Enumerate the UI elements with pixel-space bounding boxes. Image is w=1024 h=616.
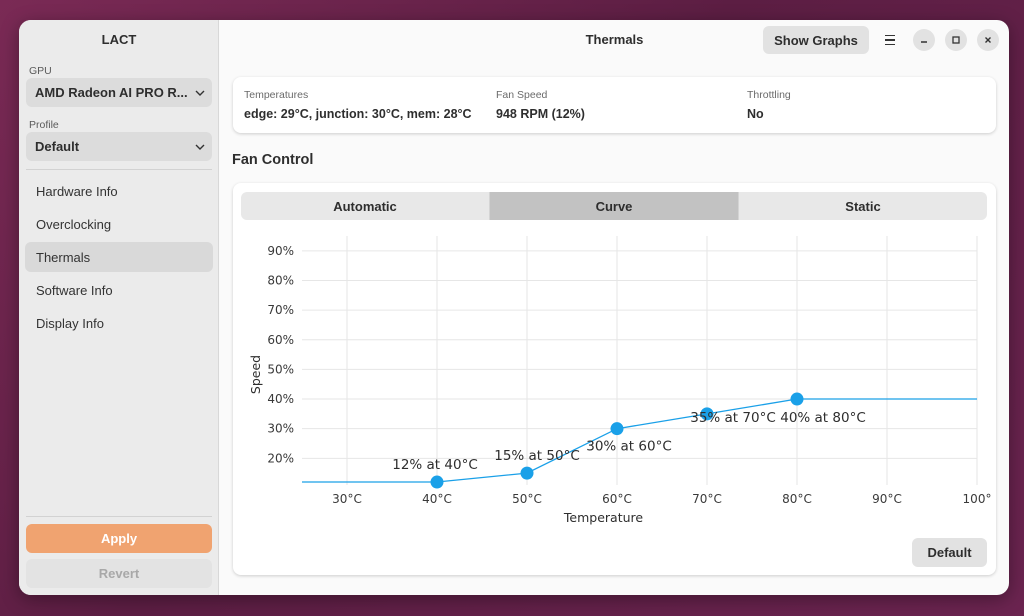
fan-speed-stat: Fan Speed 948 RPM (12%) [496,89,585,121]
profile-label: Profile [29,119,59,131]
minimize-icon[interactable] [913,29,935,51]
sidebar: LACT GPU AMD Radeon AI PRO R... Profile … [19,20,219,595]
apply-button[interactable]: Apply [26,524,212,553]
y-tick-label: 30% [267,422,294,436]
x-tick-label: 90°C [872,492,902,506]
fan-speed-label: Fan Speed [496,89,548,101]
curve-point[interactable] [520,466,534,480]
gpu-label: GPU [29,65,52,77]
throttling-label: Throttling [747,89,791,101]
status-card: Temperatures edge: 29°C, junction: 30°C,… [233,77,996,133]
temperatures-value: edge: 29°C, junction: 30°C, mem: 28°C [244,107,472,121]
default-button[interactable]: Default [912,538,987,567]
revert-button[interactable]: Revert [26,559,212,588]
curve-point[interactable] [610,422,624,436]
sidebar-item-overclocking[interactable]: Overclocking [25,209,213,239]
sidebar-item-label: Hardware Info [36,183,118,199]
sidebar-divider [26,516,212,517]
point-label: 30% at 60°C [586,439,672,455]
x-tick-label: 50°C [512,492,542,506]
y-tick-label: 90% [267,244,294,258]
x-axis-title: Temperature [563,510,643,525]
point-label: 40% at 80°C [780,410,866,426]
menu-icon[interactable] [880,30,900,50]
temperatures-stat: Temperatures edge: 29°C, junction: 30°C,… [244,89,472,121]
sidebar-item-thermals[interactable]: Thermals [25,242,213,272]
y-tick-label: 40% [267,392,294,406]
point-label: 35% at 70°C [690,410,776,426]
profile-dropdown-value: Default [35,139,80,154]
sidebar-item-label: Software Info [36,282,113,298]
app-title: LACT [101,32,137,47]
tab-static[interactable]: Static [845,198,881,214]
sidebar-item-label: Thermals [36,249,91,265]
y-tick-label: 80% [267,273,294,287]
temperatures-label: Temperatures [244,89,309,101]
fan-curve-chart[interactable]: 30°C 40°C 50°C 60°C 70°C 80°C 90°C 100° 20% 30% 40… [233,228,996,533]
profile-dropdown[interactable]: Default [26,132,212,161]
gpu-dropdown[interactable]: AMD Radeon AI PRO R... [26,78,212,107]
curve-point[interactable] [430,475,444,489]
y-axis-title: Speed [248,355,263,394]
x-tick-label: 30°C [332,492,362,506]
sidebar-item-label: Overclocking [36,216,112,232]
maximize-icon[interactable] [945,29,967,51]
throttling-value: No [747,107,764,121]
throttling-stat: Throttling No [747,89,791,121]
x-tick-label: 80°C [782,492,812,506]
show-graphs-button[interactable]: Show Graphs [763,26,869,54]
y-tick-label: 20% [267,451,294,465]
fan-control-title: Fan Control [232,152,314,168]
sidebar-item-label: Display Info [36,315,104,331]
point-label: 15% at 50°C [494,448,580,464]
curve-point[interactable] [790,392,804,406]
sidebar-item-hardware-info[interactable]: Hardware Info [25,176,213,206]
fan-mode-tabs: Automatic Curve Static [241,192,987,220]
x-tick-label: 40°C [422,492,452,506]
chevron-down-icon [188,87,212,99]
sidebar-item-software-info[interactable]: Software Info [25,275,213,305]
y-tick-label: 70% [267,303,294,317]
y-tick-label: 60% [267,333,294,347]
fan-speed-value: 948 RPM (12%) [496,107,585,121]
fan-control-card: Automatic Curve Static 30°C 40°C 50°C 60°C 7… [233,183,996,575]
x-tick-label: 70°C [692,492,722,506]
x-tick-label: 60°C [602,492,632,506]
chevron-down-icon [188,141,212,153]
x-tick-label: 100° [963,492,992,506]
app-window: LACT GPU AMD Radeon AI PRO R... Profile … [19,20,1009,595]
curve-point[interactable] [700,407,714,421]
page-title: Thermals [585,32,644,47]
point-label: 12% at 40°C [392,457,478,473]
sidebar-item-display-info[interactable]: Display Info [25,308,213,338]
tab-curve[interactable]: Curve [490,192,739,220]
y-tick-label: 50% [267,362,294,376]
sidebar-divider [26,169,212,170]
gpu-dropdown-value: AMD Radeon AI PRO R... [35,85,188,100]
tab-automatic[interactable]: Automatic [241,192,490,220]
close-icon[interactable] [977,29,999,51]
main-content: Thermals Show Graphs Temperatures edge: … [220,20,1009,595]
